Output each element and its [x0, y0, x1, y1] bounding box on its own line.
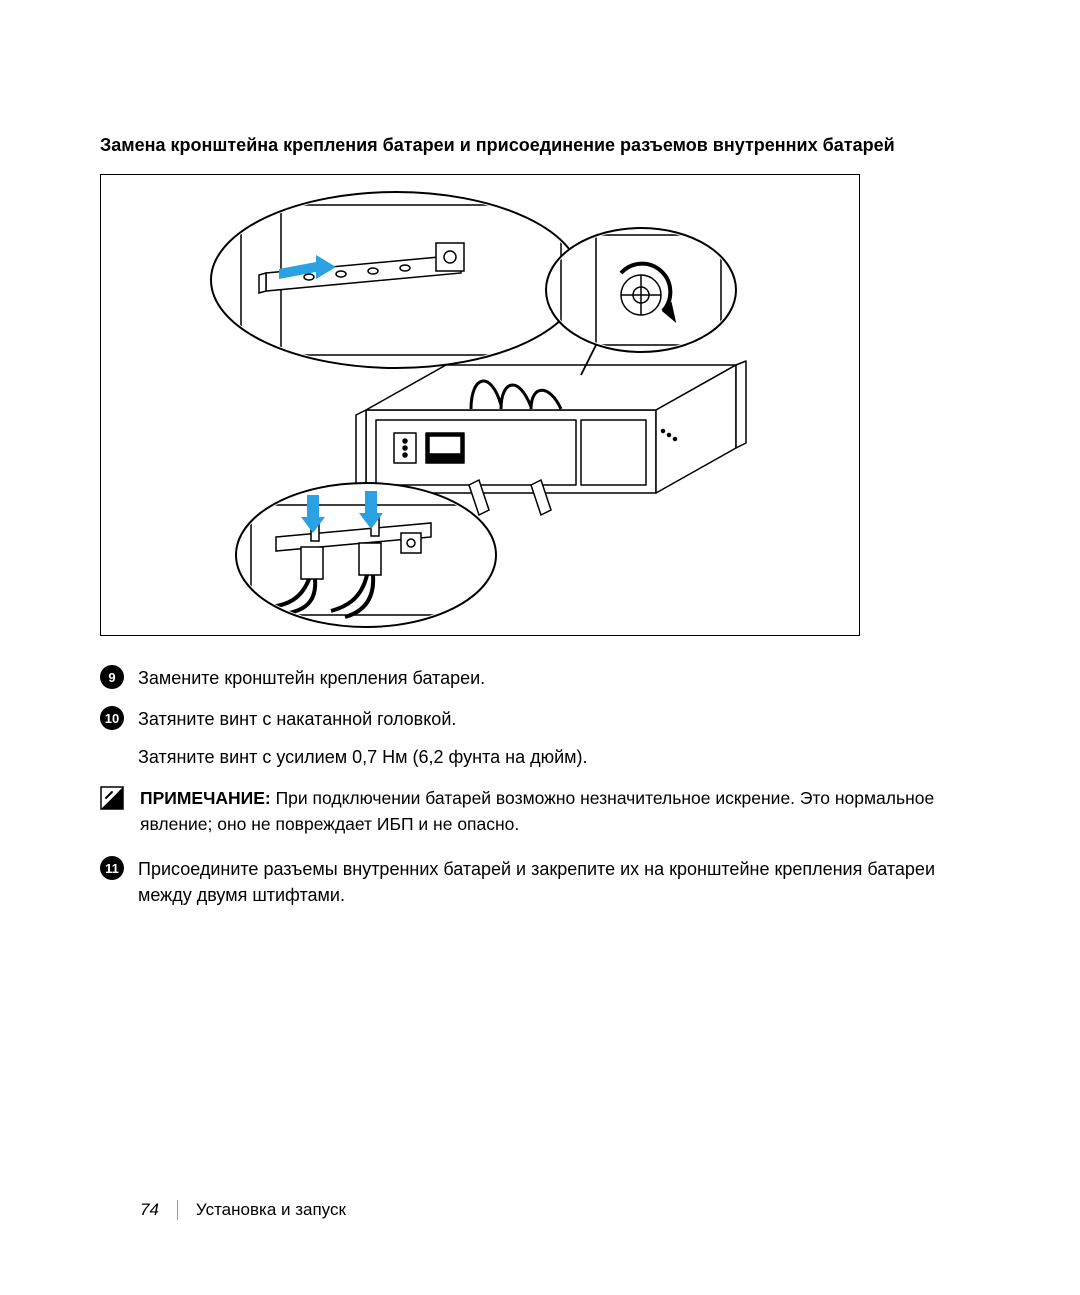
step-11: 11 Присоедините разъемы внутренних батар…: [100, 855, 980, 908]
step-sub-text: Затяните винт с усилием 0,7 Нм (6,2 фунт…: [138, 744, 588, 770]
step-main-text: Затяните винт с накатанной головкой.: [138, 706, 588, 732]
step-number-badge: 11: [100, 856, 124, 880]
page-number: 74: [140, 1200, 159, 1220]
note-icon: [100, 786, 124, 810]
page-footer: 74 Установка и запуск: [140, 1200, 346, 1220]
section-heading: Замена кронштейна крепления батареи и пр…: [100, 135, 980, 156]
footer-divider: [177, 1200, 178, 1220]
step-number-badge: 9: [100, 665, 124, 689]
note-label: ПРИМЕЧАНИЕ:: [140, 788, 271, 808]
note-block: ПРИМЕЧАНИЕ: При подключении батарей возм…: [100, 786, 980, 837]
step-text: Замените кронштейн крепления батареи.: [138, 664, 485, 691]
step-text: Затяните винт с накатанной головкой. Зат…: [138, 705, 588, 770]
instruction-figure: [100, 174, 860, 636]
step-10: 10 Затяните винт с накатанной головкой. …: [100, 705, 980, 770]
step-text: Присоедините разъемы внутренних батарей …: [138, 855, 980, 908]
step-number-badge: 10: [100, 706, 124, 730]
note-text: ПРИМЕЧАНИЕ: При подключении батарей возм…: [140, 786, 980, 837]
footer-section: Установка и запуск: [196, 1200, 346, 1220]
step-9: 9 Замените кронштейн крепления батареи.: [100, 664, 980, 691]
